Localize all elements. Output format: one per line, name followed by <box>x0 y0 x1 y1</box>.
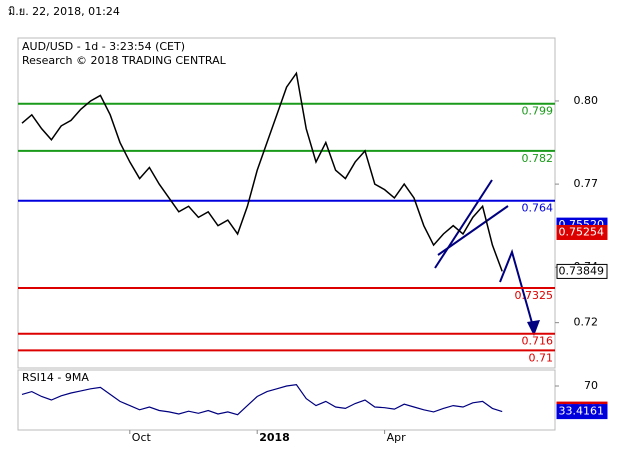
price-label: 0.73849 <box>559 264 605 277</box>
channel-line <box>434 179 493 269</box>
timestamp: มิ.ย. 22, 2018, 01:24 <box>8 5 120 18</box>
price-line <box>21 71 503 272</box>
rsi-pane <box>17 369 556 431</box>
level-label: 0.716 <box>522 335 554 348</box>
x-tick-label: Oct <box>132 431 152 444</box>
y-tick-label: 0.80 <box>574 94 599 107</box>
projection-arrow <box>499 248 535 331</box>
level-label: 0.782 <box>522 152 554 165</box>
x-tick-label: Apr <box>387 431 407 444</box>
y-tick-label: 0.77 <box>574 177 599 190</box>
price-label-box <box>556 263 608 279</box>
y-tick-label: 0.72 <box>574 316 599 329</box>
chart-title: AUD/USD - 1d - 3:23:54 (CET) <box>22 40 185 53</box>
channel-line <box>437 205 509 256</box>
x-tick-label: 2018 <box>259 431 290 444</box>
rsi-label: 33.4161 <box>559 405 605 418</box>
rsi-line <box>21 383 503 416</box>
rsi-label-box <box>556 404 608 420</box>
price-label-box <box>556 224 608 240</box>
level-label: 0.764 <box>522 202 554 215</box>
level-label: 0.71 <box>529 351 554 364</box>
rsi-tick-label: 70 <box>584 379 598 392</box>
price-pane <box>17 37 556 369</box>
level-label: 0.799 <box>522 105 554 118</box>
arrow-head <box>527 320 540 336</box>
rsi-title: RSI14 - 9MA <box>22 371 89 384</box>
price-label: 0.75254 <box>559 225 605 238</box>
level-label: 0.7325 <box>515 289 554 302</box>
chart-subtitle: Research © 2018 TRADING CENTRAL <box>22 54 227 67</box>
